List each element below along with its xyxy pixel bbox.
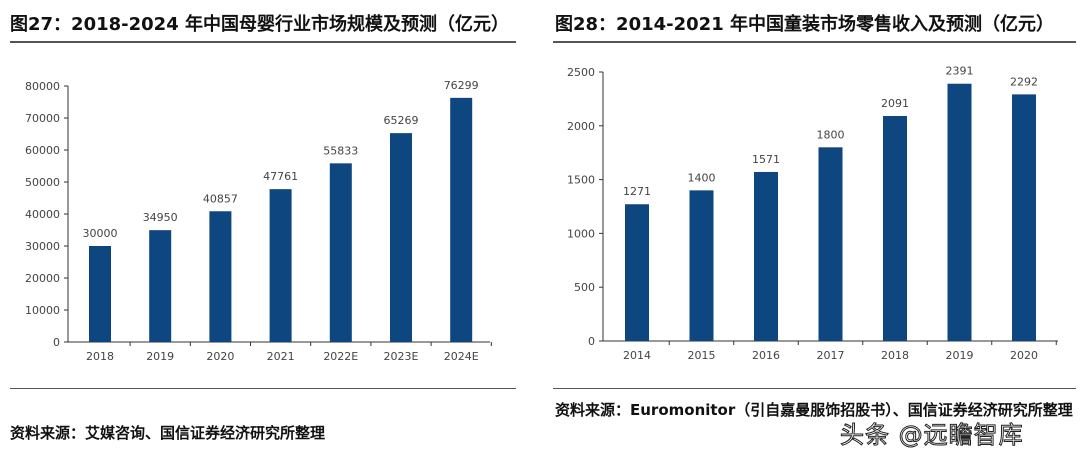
chart2-bar (1012, 94, 1036, 341)
chart1-y-tick-label: 60000 (25, 144, 60, 157)
chart1-bar (89, 246, 111, 342)
chart2-x-tick-label: 2016 (752, 349, 780, 362)
chart2-bar (625, 204, 649, 341)
chart1-data-label: 34950 (143, 211, 178, 224)
chart1-data-label: 47761 (263, 170, 298, 183)
chart2-y-tick-label: 1500 (567, 174, 595, 187)
chart1-title: 图27：2018-2024 年中国母婴行业市场规模及预测（亿元） (10, 14, 509, 35)
chart2-bar (818, 147, 843, 341)
chart1-bar (149, 230, 172, 342)
chart1-x-tick-label: 2021 (267, 350, 295, 363)
chart2-data-label: 1271 (623, 185, 651, 198)
chart2-data-label: 2292 (1010, 75, 1038, 88)
chart2-x-tick-label: 2019 (946, 349, 974, 362)
chart2-bar (947, 83, 972, 342)
chart1-x-tick-label: 2018 (86, 350, 114, 363)
chart1-y-tick-label: 30000 (25, 240, 60, 253)
chart2-x-tick-label: 2020 (1010, 349, 1038, 362)
chart2-data-label: 1400 (688, 171, 716, 184)
chart1-data-label: 65269 (384, 114, 419, 127)
chart2-data-label: 2091 (881, 97, 909, 110)
chart1-y-tick-label: 20000 (25, 272, 60, 285)
chart1-data-label: 30000 (83, 227, 118, 240)
chart2-y-tick-label: 0 (588, 335, 595, 348)
chart2-x-tick-label: 2015 (688, 349, 716, 362)
chart1-x-tick-label: 2024E (444, 350, 479, 363)
chart1-bar (450, 97, 473, 342)
chart1-bottom-rule (10, 388, 516, 389)
chart2-data-label: 2391 (946, 65, 974, 78)
chart1-bar (269, 189, 292, 342)
chart1-bar (209, 211, 232, 342)
chart2-bottom-rule (553, 388, 1076, 389)
chart1-source: 资料来源：艾媒咨询、国信证券经济研究所整理 (10, 424, 326, 442)
chart1-title-rule (10, 41, 516, 43)
watermark: 头条 @远瞻智库 (840, 421, 1024, 450)
chart1-y-tick-label: 10000 (25, 304, 60, 317)
chart2-y-tick-label: 2500 (567, 66, 595, 79)
chart1-x-tick-label: 2022E (323, 350, 358, 363)
chart2-data-label: 1571 (752, 153, 780, 166)
chart2-data-label: 1800 (817, 128, 845, 141)
chart2-x-tick-label: 2018 (881, 349, 909, 362)
chart2-y-tick-label: 1000 (567, 227, 595, 240)
chart2-bar (754, 171, 778, 341)
chart1-y-tick-label: 80000 (25, 80, 60, 93)
chart1-x-tick-label: 2020 (206, 350, 234, 363)
chart1-y-tick-label: 50000 (25, 176, 60, 189)
chart1-y-tick-label: 70000 (25, 112, 60, 125)
chart2-x-tick-label: 2017 (817, 349, 845, 362)
chart1-x-tick-label: 2019 (146, 350, 174, 363)
chart2-x-tick-label: 2014 (623, 349, 651, 362)
chart1-bar (390, 133, 412, 342)
chart1-x-tick-label: 2023E (384, 350, 419, 363)
chart2-source: 资料来源：Euromonitor（引自嘉曼服饰招股书）、国信证券经济研究所整理 (555, 401, 1073, 419)
chart1-y-tick-label: 0 (53, 336, 60, 349)
chart2-title-rule (553, 41, 1076, 43)
chart2-bar (689, 190, 714, 341)
chart1-data-label: 76299 (444, 79, 479, 92)
chart2-title: 图28：2014-2021 年中国童装市场零售收入及预测（亿元） (555, 14, 1054, 35)
chart1-y-tick-label: 40000 (25, 208, 60, 221)
chart1-data-label: 40857 (203, 192, 238, 205)
chart2-bar (883, 116, 907, 342)
chart2-y-tick-label: 500 (574, 281, 595, 294)
chart1-data-label: 55833 (323, 144, 358, 157)
chart1-bar (329, 163, 352, 342)
chart2-y-tick-label: 2000 (567, 120, 595, 133)
